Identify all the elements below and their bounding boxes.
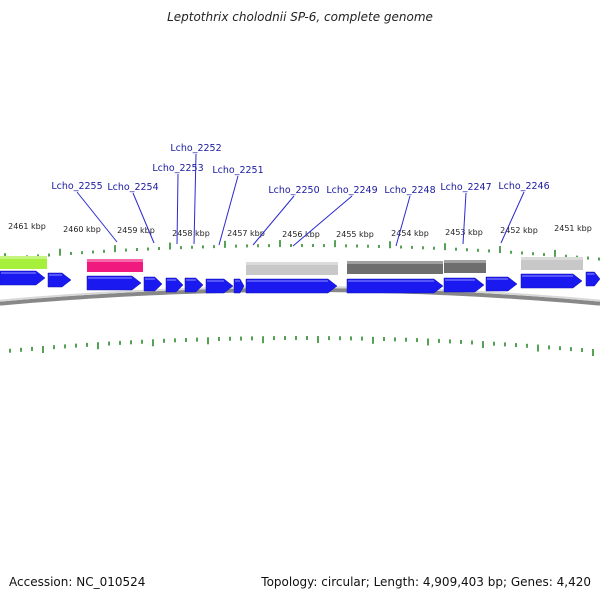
cds-arrow — [184, 277, 204, 293]
light-gray-feature — [521, 257, 583, 270]
kbp-label: 2461 kbp — [8, 222, 46, 231]
accession-footer: Accession: NC_010524 — [9, 575, 145, 589]
gene-label: Lcho_2249 — [326, 185, 377, 196]
cds-arrow — [0, 270, 46, 286]
gene-label: Lcho_2250 — [268, 185, 319, 196]
gene-label: Lcho_2251 — [212, 165, 263, 176]
cds-arrow — [346, 278, 444, 294]
cds-arrow — [245, 278, 338, 294]
cds-arrow — [233, 278, 245, 294]
cds-arrow — [443, 277, 485, 293]
cds-arrow — [585, 271, 600, 287]
kbp-label: 2457 kbp — [227, 229, 265, 238]
kbp-label: 2455 kbp — [336, 230, 374, 239]
cds-arrow — [143, 276, 163, 292]
inner-scale-ticks — [9, 336, 594, 357]
gene-label: Lcho_2247 — [440, 182, 491, 193]
topology-label: Topology: — [261, 575, 318, 589]
feature-highlight — [246, 262, 338, 265]
gene-labels: Lcho_2255 Lcho_2254 Lcho_2253 Lcho_2252 Lcho… — [51, 143, 550, 247]
gene-leader-line — [176, 173, 179, 245]
kbp-label: 2460 kbp — [63, 225, 101, 234]
accession-label: Accession: — [9, 575, 73, 589]
kbp-label: 2454 kbp — [391, 229, 429, 238]
gene-label: Lcho_2246 — [498, 181, 549, 192]
gene-label: Lcho_2255 — [51, 181, 102, 192]
cds-arrow — [86, 275, 142, 291]
feature-highlight — [347, 261, 443, 264]
gene-leader-line — [218, 175, 239, 246]
gene-label: Lcho_2253 — [152, 163, 203, 174]
gene-leader-line — [76, 191, 118, 243]
gene-leader-line — [500, 191, 525, 244]
gene-label: Lcho_2254 — [107, 182, 158, 193]
accession-value: NC_010524 — [76, 575, 146, 589]
gene-leader-line — [462, 192, 467, 245]
magenta-feature — [87, 259, 143, 272]
gene-label: Lcho_2248 — [384, 185, 435, 196]
features — [0, 256, 583, 275]
cds-arrow — [165, 277, 184, 293]
green-feature — [0, 256, 47, 269]
length-value: 4,909,403 bp — [422, 575, 503, 589]
cds-arrow — [47, 272, 72, 288]
scale-labels: 2461 kbp 2460 kbp 2459 kbp 2458 kbp 2457 kbp… — [8, 222, 592, 239]
kbp-label: 2451 kbp — [554, 224, 592, 233]
kbp-label: 2459 kbp — [117, 226, 155, 235]
gene-leader-line — [252, 195, 295, 246]
feature-highlight — [0, 256, 47, 259]
feature-highlight — [444, 260, 486, 263]
gene-leader-line — [395, 195, 411, 247]
map-title: Leptothrix cholodnii SP-6, complete geno… — [167, 10, 433, 24]
cds-arrow — [520, 273, 583, 289]
cds-arrows — [0, 270, 600, 294]
dark-gray-feature — [347, 261, 443, 274]
genes-value: 4,420 — [556, 575, 591, 589]
gene-leader-line — [132, 192, 155, 244]
kbp-label: 2452 kbp — [500, 226, 538, 235]
topology-value: circular — [321, 575, 366, 589]
length-label: Length: — [373, 575, 420, 589]
light-gray-feature — [246, 262, 338, 275]
gene-leader-line — [193, 153, 197, 245]
gene-leader-line — [292, 195, 353, 247]
genes-label: Genes: — [510, 575, 553, 589]
feature-highlight — [521, 257, 583, 260]
gene-label: Lcho_2252 — [170, 143, 221, 154]
cds-arrow — [205, 278, 234, 294]
dark-gray-feature — [444, 260, 486, 273]
feature-highlight — [87, 259, 143, 262]
cds-arrow — [485, 276, 518, 292]
genome-stats-footer: Topology: circular; Length: 4,909,403 bp… — [261, 575, 591, 589]
kbp-label: 2456 kbp — [282, 230, 320, 239]
kbp-label: 2458 kbp — [172, 229, 210, 238]
scale-ticks — [4, 240, 600, 261]
